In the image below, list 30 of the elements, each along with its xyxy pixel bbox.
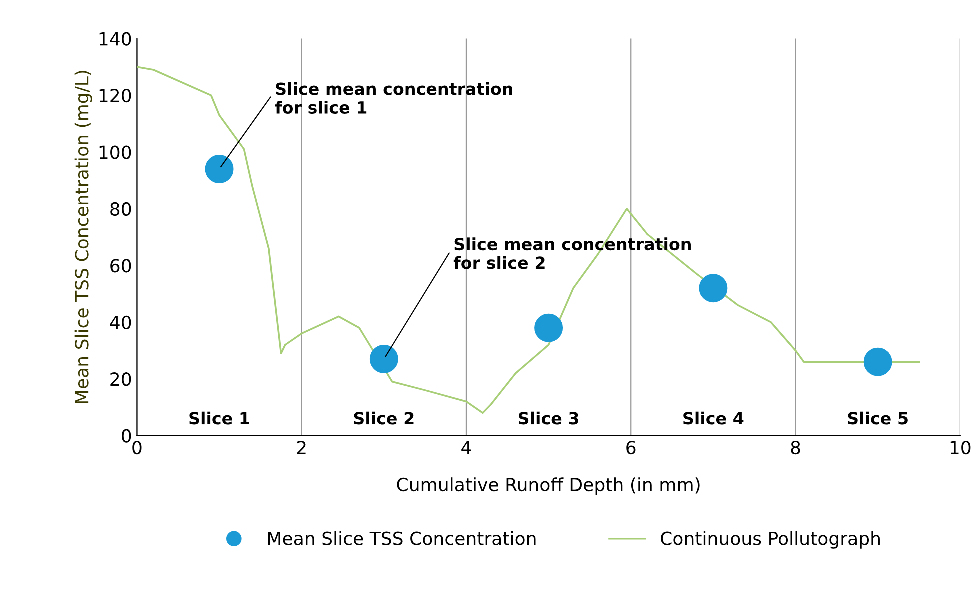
x-tick-label: 10 xyxy=(950,440,971,455)
x-tick-label: 0 xyxy=(132,440,142,455)
point xyxy=(864,348,892,376)
annotation: Slice mean concentration for slice 1 xyxy=(275,82,512,114)
y-tick-label: 60 xyxy=(110,259,132,273)
legend-label: Continuous Pollutograph xyxy=(661,531,880,549)
annotation: Slice 5 xyxy=(848,412,908,425)
annotation: Slice 3 xyxy=(518,412,578,425)
y-tick-label: 100 xyxy=(100,146,132,160)
y-tick-label: 120 xyxy=(100,88,132,103)
legend-label: Mean Slice TSS Concentration xyxy=(268,531,536,546)
point xyxy=(534,314,564,342)
y-tick-label: 80 xyxy=(110,202,132,216)
x-tick-label: 6 xyxy=(626,440,636,455)
annotation: Slice mean concentration for slice 2 xyxy=(454,238,691,270)
annotation: Slice 1 xyxy=(190,412,250,425)
y-tick-label: 140 xyxy=(100,32,132,46)
point xyxy=(205,155,234,184)
annotation: Slice 4 xyxy=(684,412,744,425)
point xyxy=(370,345,398,374)
y-axis-title: Mean Slice TSS Concentration (mg/L) xyxy=(74,71,92,404)
x-tick-label: 4 xyxy=(462,441,472,454)
point xyxy=(699,274,728,303)
y-tick-label: 0 xyxy=(122,429,132,443)
x-tick-label: 2 xyxy=(297,440,306,454)
x-axis-title: Cumulative Runoff Depth (in mm) xyxy=(397,478,700,496)
y-tick-label: 20 xyxy=(110,372,132,386)
y-tick-label: 40 xyxy=(110,316,132,330)
x-tick-label: 8 xyxy=(791,440,800,455)
annotation: Slice 2 xyxy=(354,412,414,425)
